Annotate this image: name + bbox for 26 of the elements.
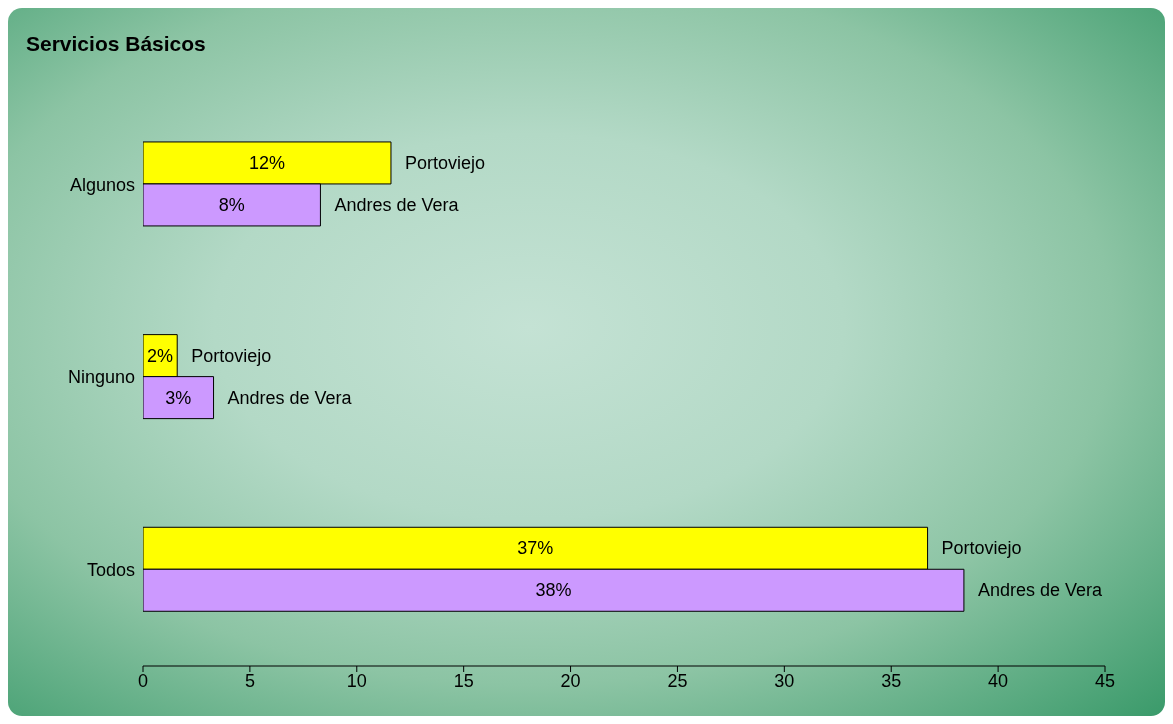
x-tick-label: 30 (774, 670, 795, 691)
data-label: 38% (535, 580, 572, 601)
series-label: Portoviejo (404, 152, 486, 173)
y-tick-label: Todos (86, 560, 135, 581)
data-label: 2% (147, 345, 174, 366)
x-tick-label: 5 (244, 670, 255, 691)
x-tick-label: 40 (988, 670, 1009, 691)
chart-title: Servicios Básicos (26, 32, 206, 56)
x-tick-label: 0 (137, 670, 149, 691)
data-label: 37% (517, 538, 554, 559)
x-tick-label: 10 (346, 670, 367, 691)
text: Portoviejo (191, 345, 272, 366)
text: Andres de Vera (977, 580, 1102, 601)
y-tick-label: Ninguno (67, 367, 135, 388)
data-label: 12% (248, 152, 286, 173)
x-tick-label: 25 (667, 670, 688, 691)
x-tick-label: 20 (560, 670, 581, 691)
series-label: Andres de Vera (334, 194, 460, 215)
text: Andres de Vera (227, 387, 352, 408)
y-tick-label: Algunos (69, 174, 135, 195)
x-tick-label: 45 (1094, 670, 1116, 691)
text: Portoviejo (941, 538, 1022, 559)
x-tick-label: 15 (453, 670, 474, 691)
data-label: 8% (218, 194, 245, 215)
data-label: 3% (165, 387, 192, 408)
x-tick-label: 35 (881, 670, 902, 691)
